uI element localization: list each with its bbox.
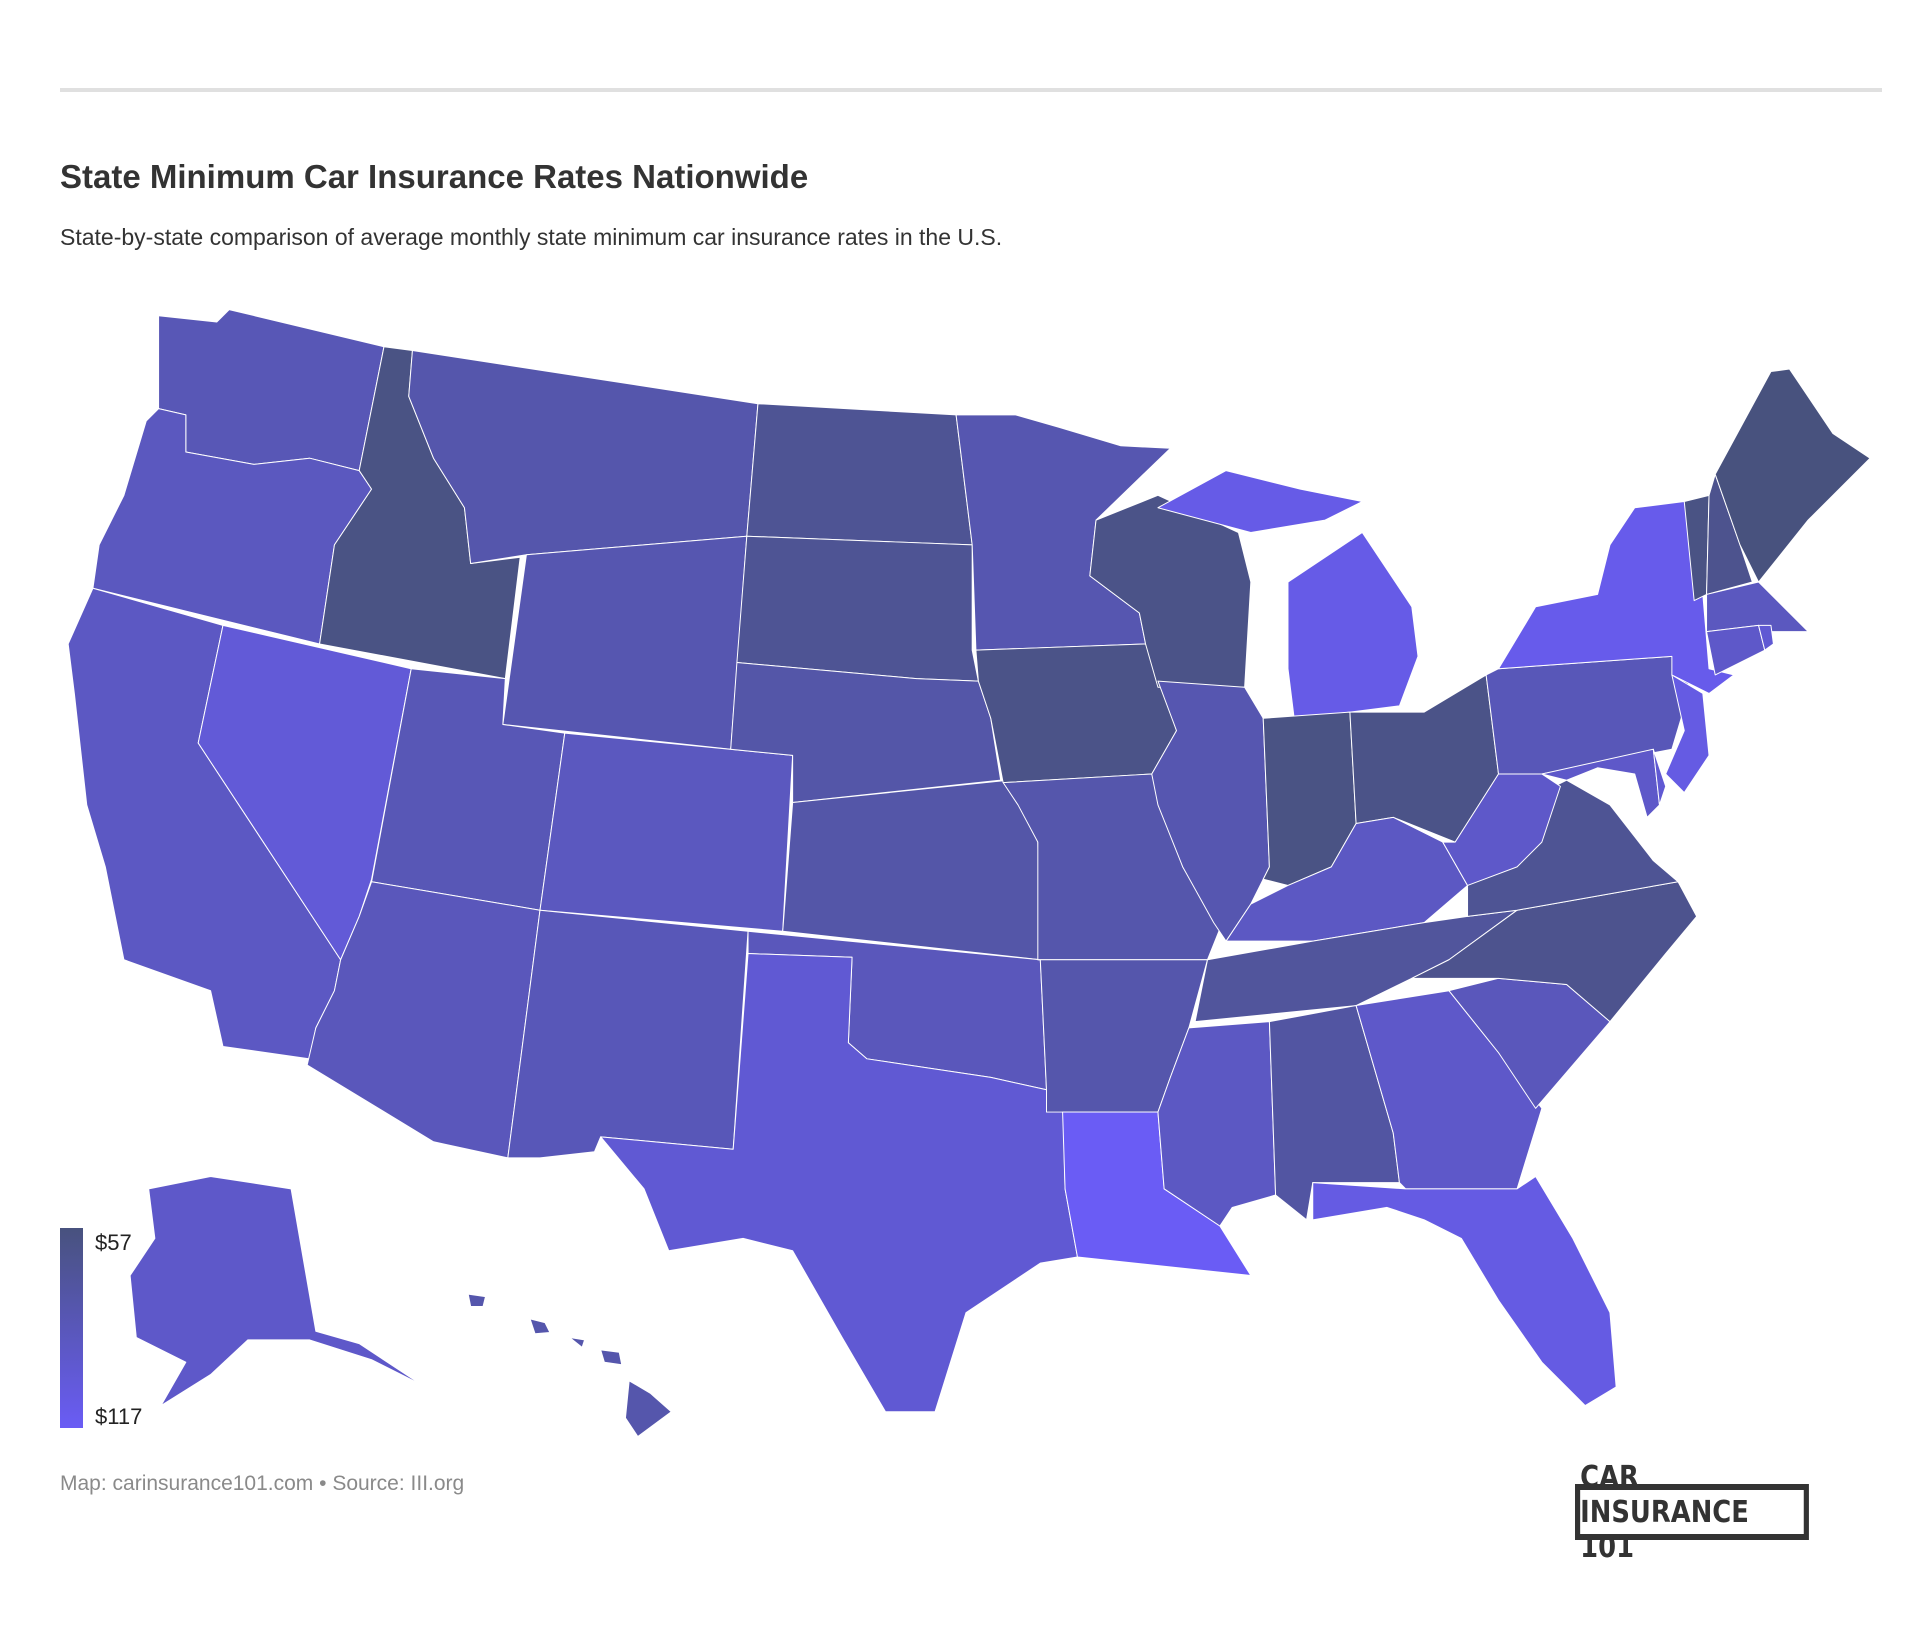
- state-nh[interactable]: [1706, 473, 1753, 595]
- state-pa[interactable]: [1485, 655, 1691, 775]
- top-divider: [60, 88, 1882, 92]
- state-fl[interactable]: [1312, 1175, 1617, 1407]
- state-nc[interactable]: [1411, 881, 1698, 1023]
- state-ri[interactable]: [1758, 624, 1774, 651]
- state-nd[interactable]: [746, 403, 973, 546]
- page-title: State Minimum Car Insurance Rates Nation…: [60, 158, 809, 195]
- state-tx[interactable]: [600, 953, 1078, 1413]
- state-ks[interactable]: [782, 779, 1041, 961]
- state-wv[interactable]: [1442, 773, 1561, 886]
- legend-min-label: $57: [95, 1230, 132, 1255]
- state-wa[interactable]: [158, 309, 385, 472]
- legend-max-label: $117: [95, 1404, 143, 1429]
- state-ia[interactable]: [975, 643, 1178, 784]
- state-nm[interactable]: [507, 909, 749, 1159]
- state-ak[interactable]: [129, 1175, 422, 1407]
- state-wy[interactable]: [502, 535, 748, 750]
- state-me[interactable]: [1714, 368, 1871, 583]
- state-co[interactable]: [539, 732, 794, 932]
- state-sd[interactable]: [736, 535, 979, 682]
- state-mi[interactable]: [1157, 470, 1419, 719]
- state-ne[interactable]: [730, 662, 1002, 803]
- state-hi[interactable]: [467, 1293, 672, 1438]
- brand-logo: CAR INSURANCE 101: [1575, 1460, 1809, 1565]
- page-subtitle: State-by-state comparison of average mon…: [60, 224, 1003, 250]
- state-ct[interactable]: [1706, 624, 1766, 676]
- state-nj[interactable]: [1665, 674, 1710, 794]
- state-de[interactable]: [1652, 748, 1667, 806]
- source-credit: Map: carinsurance101.com • Source: III.o…: [60, 1472, 465, 1495]
- legend-color-scale: [60, 1228, 83, 1428]
- state-il[interactable]: [1151, 680, 1270, 942]
